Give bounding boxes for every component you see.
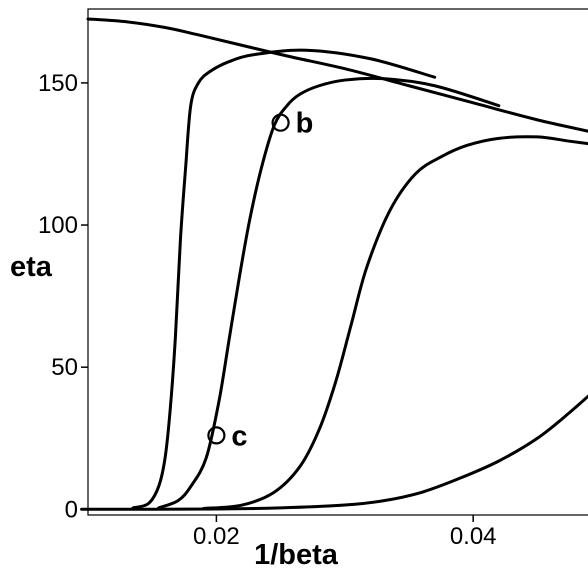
y-tick-label: 0	[65, 496, 78, 523]
plot-frame	[87, 8, 588, 516]
curve-layer	[80, 17, 588, 511]
y-axis: 0 50 100 150	[38, 70, 88, 523]
point-label-b: b	[296, 108, 314, 140]
y-tick-label: 100	[38, 212, 78, 239]
curve-5	[80, 394, 588, 511]
y-tick-label: 50	[51, 354, 78, 381]
y-axis-label: eta	[10, 251, 53, 283]
y-tick-label: 150	[38, 70, 78, 97]
point-layer: abc	[207, 108, 314, 452]
x-tick-label: 0.02	[193, 523, 240, 550]
point-marker-b	[271, 113, 290, 132]
curve-1	[86, 17, 588, 133]
curve-2	[131, 48, 437, 510]
x-axis: 0.02 0.04	[193, 515, 497, 550]
curve-4	[202, 135, 588, 510]
curve-3	[157, 76, 501, 510]
point-label-c: c	[231, 420, 247, 452]
point-marker-c	[207, 426, 226, 445]
x-axis-label: 1/beta	[254, 539, 339, 569]
x-tick-label: 0.04	[450, 523, 497, 550]
